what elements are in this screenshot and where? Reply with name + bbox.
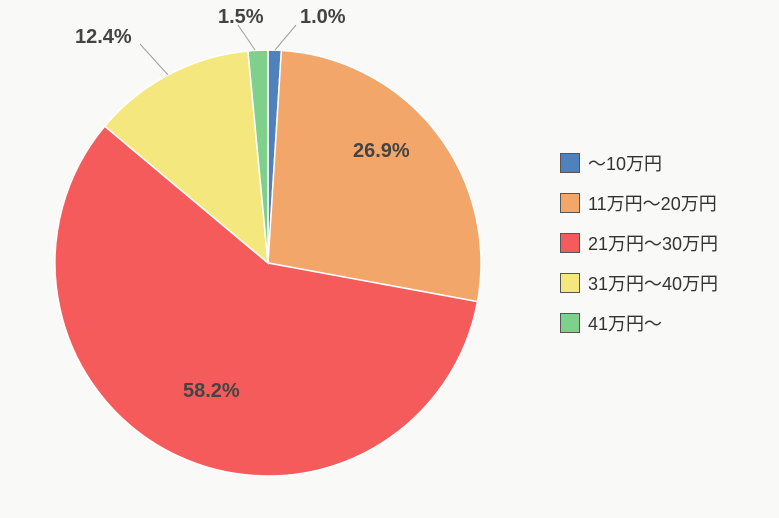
legend-label-2: 21万円～30万円 [588,230,718,256]
legend-label-4: 41万円～ [588,310,662,336]
legend-item-4: 41万円～ [560,310,718,336]
legend-swatch-4 [560,313,580,333]
legend-item-2: 21万円～30万円 [560,230,718,256]
legend-label-0: ～10万円 [588,150,662,176]
legend-item-0: ～10万円 [560,150,718,176]
legend-label-3: 31万円～40万円 [588,270,718,296]
legend-item-3: 31万円～40万円 [560,270,718,296]
pie-slice-1 [268,50,481,301]
legend-swatch-0 [560,153,580,173]
slice-label-2: 58.2% [183,380,240,403]
legend-swatch-1 [560,193,580,213]
leader-line-3 [140,44,168,75]
leader-line-0 [275,25,296,50]
legend: ～10万円 11万円～20万円 21万円～30万円 31万円～40万円 41万円～ [560,150,718,350]
pie-chart [0,0,540,518]
legend-label-1: 11万円～20万円 [588,190,717,216]
slice-label-3: 12.4% [75,26,132,49]
legend-swatch-2 [560,233,580,253]
legend-item-1: 11万円～20万円 [560,190,718,216]
chart-container: { "pie_chart": { "type": "pie", "center_… [0,0,779,518]
pie-slices [55,50,481,476]
slice-label-0: 1.0% [300,6,346,29]
legend-swatch-3 [560,273,580,293]
slice-label-1: 26.9% [353,140,410,163]
slice-label-4: 1.5% [218,6,264,29]
